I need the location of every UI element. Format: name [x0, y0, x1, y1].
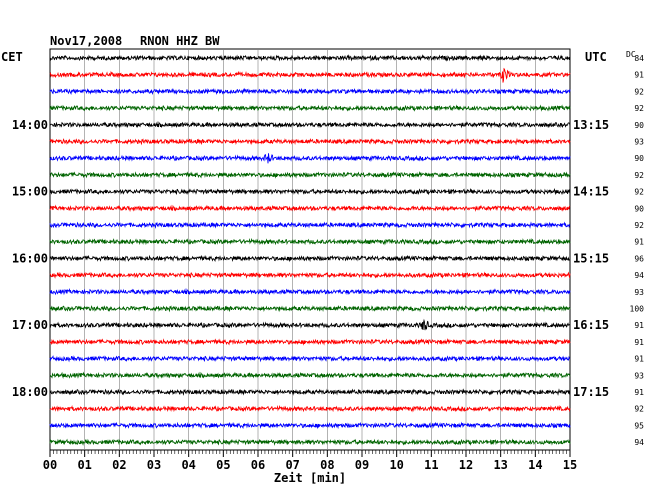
- left-time-label: 18:00: [12, 385, 48, 399]
- left-time-label: 15:00: [12, 185, 48, 199]
- seismic-trace-11: [49, 221, 571, 229]
- seismic-trace-8: [49, 171, 571, 179]
- seismic-trace-7: [49, 153, 571, 164]
- x-tick-label: 10: [389, 458, 403, 472]
- plot-area: [49, 48, 571, 451]
- dc-value: 91: [634, 388, 644, 397]
- dc-value: 90: [634, 204, 644, 213]
- dc-value: 84: [634, 54, 644, 63]
- x-axis: 00 01 02 03 04 05 06 07 08 09 10 11 12 13 14 15: [43, 450, 577, 472]
- dc-values: 84 91 92 92 90 93 90 92 92 90 92 91 96 94 93 100 91 91 91 9…: [630, 54, 645, 447]
- x-tick-label: 11: [424, 458, 438, 472]
- dc-value: 92: [634, 171, 644, 180]
- dc-value: 91: [634, 355, 644, 364]
- x-tick-label: 04: [181, 458, 195, 472]
- dc-header-label: DC: [626, 50, 636, 59]
- dc-value: 100: [630, 305, 645, 314]
- minute-gridlines: [84, 49, 536, 450]
- left-time-label: 16:00: [12, 251, 48, 265]
- dc-value: 96: [634, 254, 644, 263]
- dc-value: 94: [634, 271, 644, 280]
- dc-value: 90: [634, 121, 644, 130]
- seismic-trace-6: [49, 137, 571, 146]
- x-tick-label: 02: [112, 458, 126, 472]
- seismic-trace-3: [49, 87, 571, 96]
- x-tick-label: 13: [493, 458, 507, 472]
- seismic-trace-15: [49, 288, 571, 296]
- seismic-trace-9: [49, 187, 571, 196]
- left-timezone: CET: [1, 50, 23, 64]
- left-time-label: 17:00: [12, 318, 48, 332]
- left-time-label: 14:00: [12, 118, 48, 132]
- right-timezone: UTC: [585, 50, 607, 64]
- dc-value: 92: [634, 87, 644, 96]
- seismic-trace-2: [49, 67, 571, 83]
- seismic-trace-17: [49, 318, 571, 331]
- seismic-trace-16: [49, 304, 571, 313]
- dc-value: 95: [634, 421, 644, 430]
- header-station: RNON HHZ BW: [140, 34, 220, 48]
- x-tick-label: 15: [563, 458, 577, 472]
- seismic-trace-18: [49, 338, 571, 346]
- dc-value: 94: [634, 438, 644, 447]
- x-tick-label: 01: [77, 458, 91, 472]
- dc-value: 92: [634, 221, 644, 230]
- seismic-trace-22: [49, 404, 571, 413]
- dc-value: 91: [634, 321, 644, 330]
- dc-value: 92: [634, 104, 644, 113]
- x-tick-label: 03: [147, 458, 161, 472]
- dc-value: 91: [634, 71, 644, 80]
- seismic-trace-1: [49, 54, 571, 62]
- x-tick-label: 06: [251, 458, 265, 472]
- x-tick-label: 07: [285, 458, 299, 472]
- right-time-labels: 13:15 14:15 15:15 16:15 17:15: [573, 118, 609, 399]
- dc-value: 90: [634, 154, 644, 163]
- right-time-label: 15:15: [573, 251, 609, 265]
- seismic-trace-14: [49, 271, 571, 279]
- header-date: Nov17,2008: [50, 34, 122, 48]
- x-tick-label: 14: [528, 458, 542, 472]
- x-tick-label: 00: [43, 458, 57, 472]
- dc-value: 92: [634, 405, 644, 414]
- seismic-trace-5: [49, 121, 571, 129]
- seismic-trace-20: [49, 371, 571, 379]
- seismic-trace-10: [49, 204, 571, 212]
- right-time-label: 17:15: [573, 385, 609, 399]
- dc-value: 91: [634, 238, 644, 247]
- x-tick-label: 09: [355, 458, 369, 472]
- seismic-trace-21: [49, 388, 571, 396]
- right-time-label: 16:15: [573, 318, 609, 332]
- x-tick-label: 05: [216, 458, 230, 472]
- seismic-trace-23: [49, 421, 571, 430]
- seismic-trace-12: [49, 237, 571, 246]
- dc-value: 91: [634, 338, 644, 347]
- x-tick-label: 12: [459, 458, 473, 472]
- x-tick-label: 08: [320, 458, 334, 472]
- dc-value: 93: [634, 138, 644, 147]
- left-time-labels: 14:00 15:00 16:00 17:00 18:00: [12, 118, 48, 399]
- seismic-trace-13: [49, 254, 571, 263]
- seismic-traces: [49, 54, 571, 446]
- right-time-label: 14:15: [573, 185, 609, 199]
- seismic-trace-4: [49, 104, 571, 112]
- right-time-label: 13:15: [573, 118, 609, 132]
- x-axis-label: Zeit [min]: [274, 471, 346, 485]
- dc-value: 92: [634, 188, 644, 197]
- dc-value: 93: [634, 371, 644, 380]
- seismic-trace-19: [49, 354, 571, 363]
- dc-value: 93: [634, 288, 644, 297]
- seismic-trace-24: [49, 438, 571, 446]
